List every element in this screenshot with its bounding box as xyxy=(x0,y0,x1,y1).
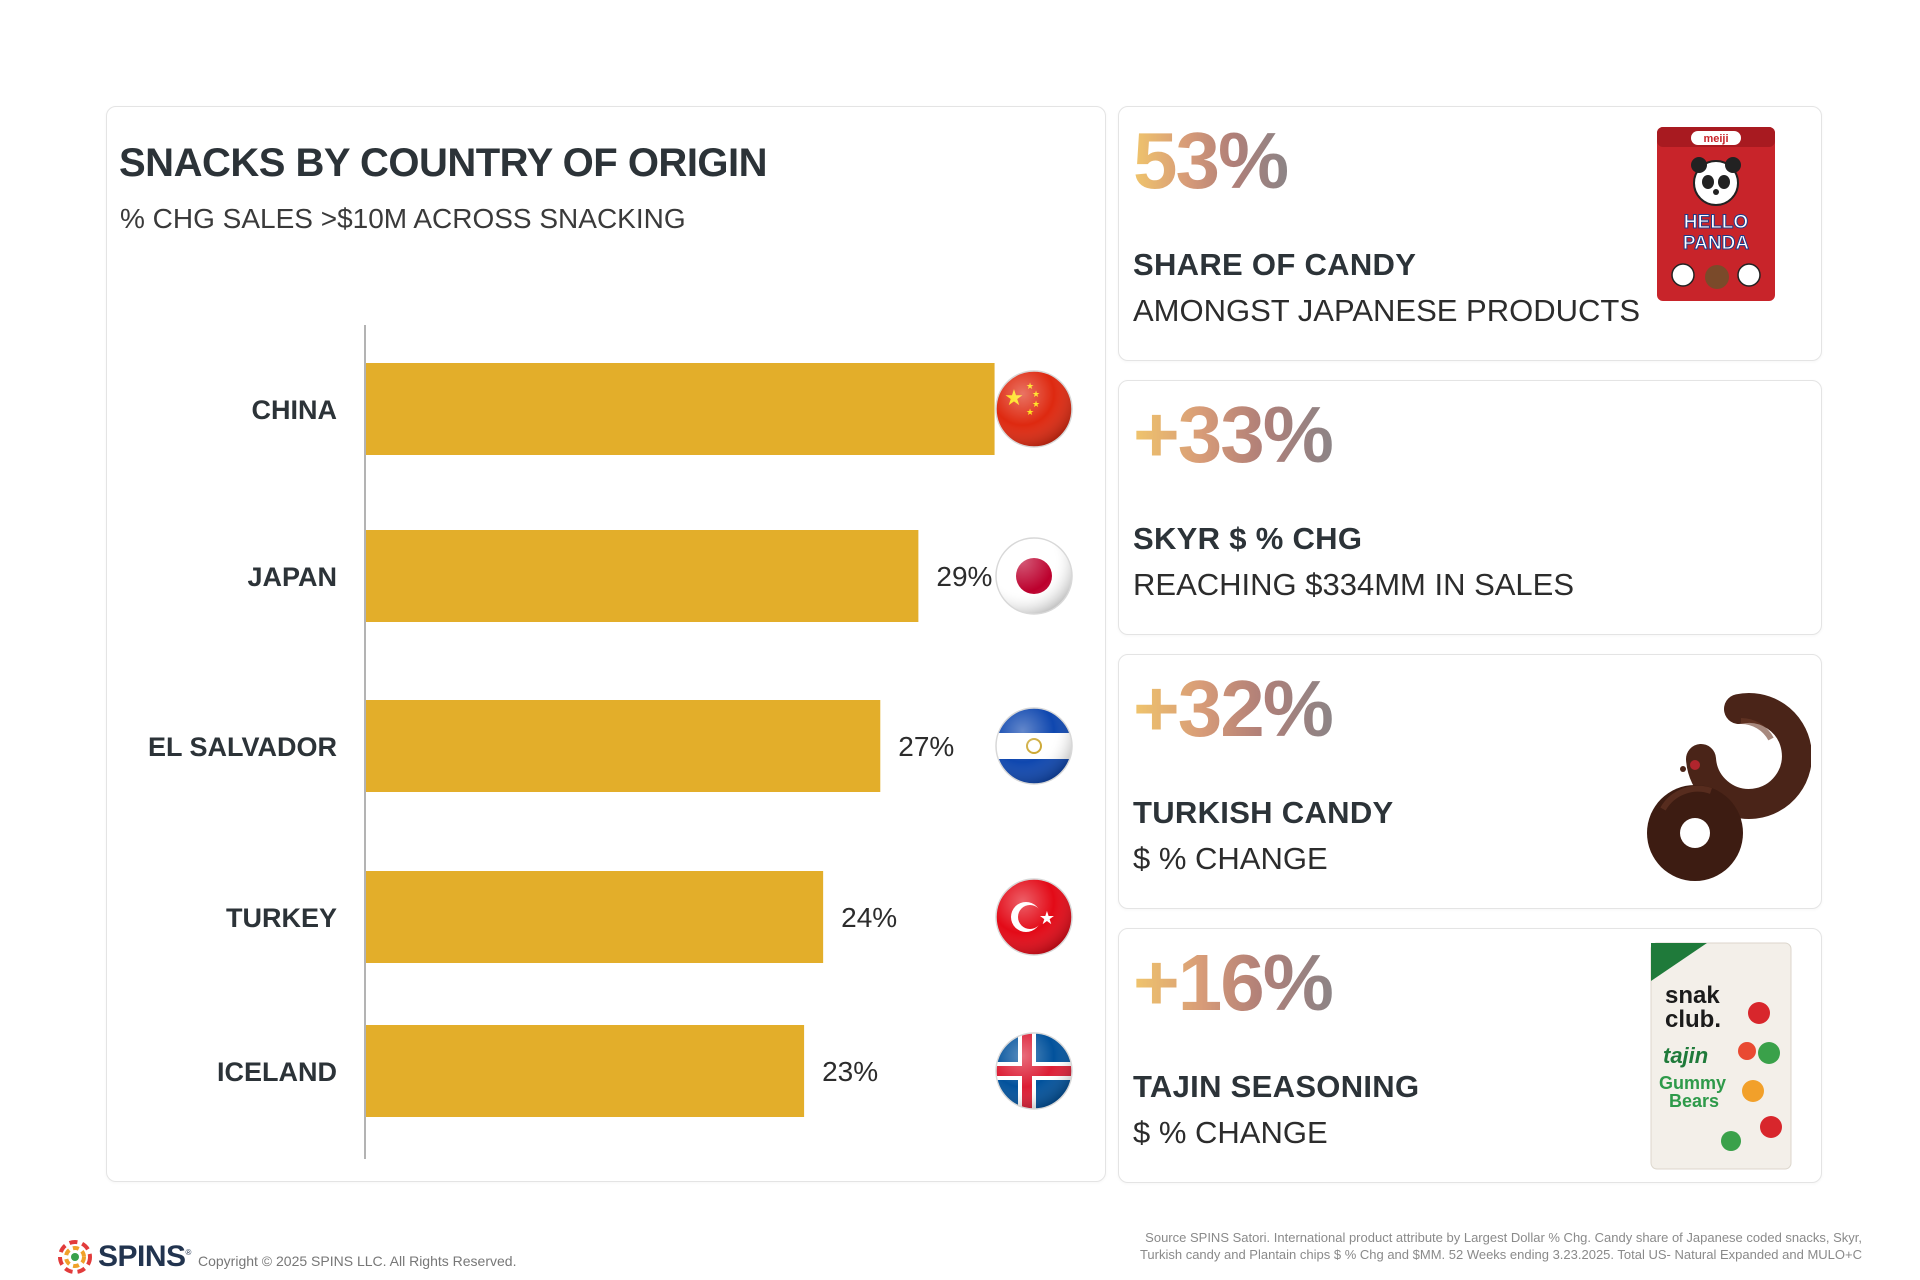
stat-value: +32% xyxy=(1133,664,1334,753)
bar-turkey xyxy=(366,871,824,963)
bag-gummy-text-1: Gummy xyxy=(1659,1073,1726,1093)
registered-mark: ® xyxy=(185,1248,192,1257)
stat-headline: SKYR $ % CHG xyxy=(1133,521,1363,556)
bar-el-salvador xyxy=(366,700,881,792)
panda-name-text-2: PANDA xyxy=(1683,233,1749,254)
source-note: Source SPINS Satori. International produ… xyxy=(1002,1230,1862,1264)
copyright-text: Copyright © 2025 SPINS LLC. All Rights R… xyxy=(198,1253,517,1269)
stat-subline: AMONGST JAPANESE PRODUCTS xyxy=(1133,293,1640,328)
stat-headline: TAJIN SEASONING xyxy=(1133,1069,1420,1104)
japan-flag-icon xyxy=(995,537,1073,615)
category-label: EL SALVADOR xyxy=(148,732,337,762)
turkey-flag-icon: ★ xyxy=(995,878,1073,956)
panda-name-text-1: HELLO xyxy=(1684,212,1748,233)
flag-rim xyxy=(995,537,1073,615)
category-label: JAPAN xyxy=(247,562,337,592)
source-note-line: Turkish candy and Plantain chips $ % Chg… xyxy=(1139,1246,1862,1262)
source-note-line: Source SPINS Satori. International produ… xyxy=(1145,1230,1862,1245)
flag-gloss xyxy=(996,1033,1072,1109)
value-label: 23% xyxy=(822,1056,878,1087)
china-flag-icon: ★★★★★ xyxy=(995,370,1073,448)
stat-subline: $ % CHANGE xyxy=(1133,1115,1328,1150)
stat-headline: TURKISH CANDY xyxy=(1133,795,1394,830)
chart-title: SNACKS BY COUNTRY OF ORIGIN xyxy=(119,141,768,185)
stat-card-skyr: +33% SKYR $ % CHG REACHING $334MM IN SAL… xyxy=(1118,380,1822,635)
flag-rim xyxy=(995,707,1073,785)
iceland-flag-icon xyxy=(995,1032,1073,1110)
panda-brand-text: meiji xyxy=(1703,133,1728,145)
spins-brand: SPINS® xyxy=(98,1240,191,1274)
stat-subline: REACHING $334MM IN SALES xyxy=(1133,567,1575,602)
flag-rim xyxy=(995,370,1073,448)
flag-rim xyxy=(995,1032,1073,1110)
flag-gloss xyxy=(996,708,1072,784)
stat-value: +33% xyxy=(1133,390,1334,479)
stat-card-turkish-candy: +32% TURKISH CANDY $ % CHANGE xyxy=(1118,654,1822,909)
stat-value: 53% xyxy=(1133,116,1289,205)
stat-headline: SHARE OF CANDY xyxy=(1133,247,1417,282)
stat-card-candy-share: 53% SHARE OF CANDY AMONGST JAPANESE PROD… xyxy=(1118,106,1822,361)
value-label: 29% xyxy=(936,561,992,592)
bar-japan xyxy=(366,530,919,622)
bar-iceland xyxy=(366,1025,805,1117)
chocolate-donut-candy-image xyxy=(1647,692,1811,881)
stat-value: +16% xyxy=(1133,938,1334,1027)
category-label: ICELAND xyxy=(217,1057,337,1087)
flag-gloss xyxy=(996,879,1072,955)
flag-gloss xyxy=(996,538,1072,614)
flag-gloss xyxy=(996,371,1072,447)
chart-panel: SNACKS BY COUNTRY OF ORIGIN % CHG SALES … xyxy=(106,106,1106,1182)
chart-subtitle: % CHG SALES >$10M ACROSS SNACKING xyxy=(120,203,686,234)
category-label: CHINA xyxy=(252,395,338,425)
bag-gummy-text-2: Bears xyxy=(1669,1091,1719,1111)
value-label: 27% xyxy=(898,731,954,762)
stat-subline: $ % CHANGE xyxy=(1133,841,1328,876)
bag-brand-text-2: club. xyxy=(1665,1006,1721,1033)
spins-logo-icon xyxy=(58,1240,92,1274)
bag-brand-text-1: snak xyxy=(1665,982,1720,1009)
snak-club-tajin-gummy-bag-image: snak club. tajin Gummy Bears xyxy=(1650,942,1792,1170)
category-label: TURKEY xyxy=(226,903,337,933)
flag-rim xyxy=(995,878,1073,956)
stat-card-tajin: +16% TAJIN SEASONING $ % CHANGE snak clu… xyxy=(1118,928,1822,1183)
spins-brand-text: SPINS xyxy=(98,1240,186,1273)
bag-tajin-text: tajin xyxy=(1663,1043,1708,1068)
hello-panda-box-image: meiji HELLO PANDA xyxy=(1657,127,1775,301)
bar-china xyxy=(366,363,995,455)
el-salvador-flag-icon xyxy=(995,707,1073,785)
value-label: 24% xyxy=(841,902,897,933)
